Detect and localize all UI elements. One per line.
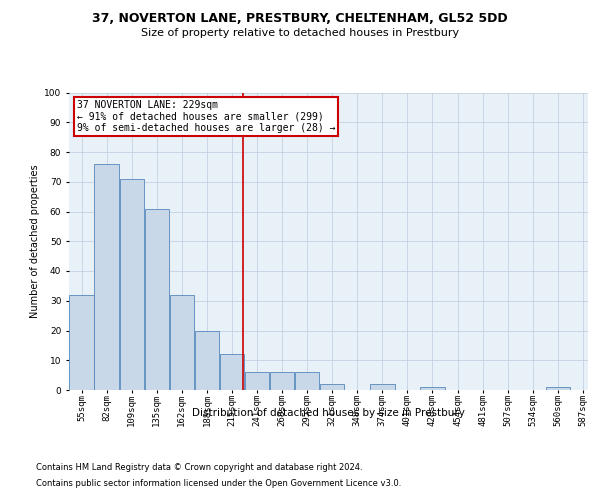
Text: 37 NOVERTON LANE: 229sqm
← 91% of detached houses are smaller (299)
9% of semi-d: 37 NOVERTON LANE: 229sqm ← 91% of detach… [77, 100, 335, 133]
Bar [119, 179, 144, 390]
Bar [94, 164, 119, 390]
Text: Size of property relative to detached houses in Prestbury: Size of property relative to detached ho… [141, 28, 459, 38]
Bar [295, 372, 319, 390]
Bar [370, 384, 395, 390]
Bar [421, 387, 445, 390]
Bar [145, 208, 169, 390]
Text: Contains public sector information licensed under the Open Government Licence v3: Contains public sector information licen… [36, 478, 401, 488]
Y-axis label: Number of detached properties: Number of detached properties [30, 164, 40, 318]
Bar [245, 372, 269, 390]
Bar [545, 387, 570, 390]
Bar [220, 354, 244, 390]
Text: Contains HM Land Registry data © Crown copyright and database right 2024.: Contains HM Land Registry data © Crown c… [36, 464, 362, 472]
Text: 37, NOVERTON LANE, PRESTBURY, CHELTENHAM, GL52 5DD: 37, NOVERTON LANE, PRESTBURY, CHELTENHAM… [92, 12, 508, 26]
Bar [70, 295, 94, 390]
Text: Distribution of detached houses by size in Prestbury: Distribution of detached houses by size … [193, 408, 465, 418]
Bar [195, 330, 219, 390]
Bar [320, 384, 344, 390]
Bar [170, 295, 194, 390]
Bar [270, 372, 294, 390]
